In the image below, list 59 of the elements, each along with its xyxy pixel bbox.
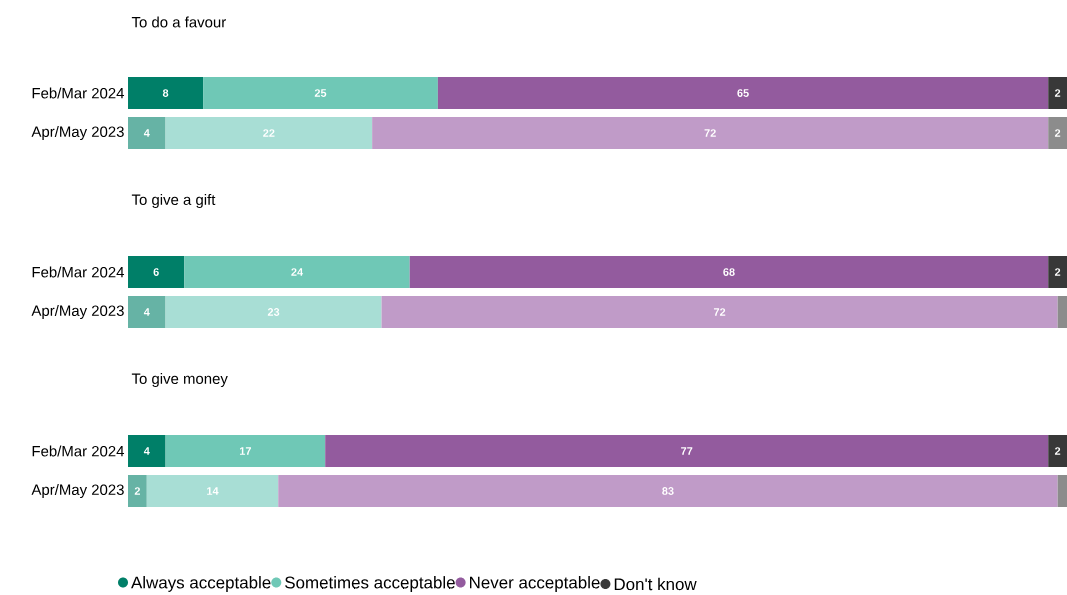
data-label: 2 — [1054, 89, 1061, 97]
data-label: 14 — [207, 487, 219, 495]
legend-label: Always acceptable — [131, 576, 271, 592]
bar — [165, 296, 382, 328]
data-label: 2 — [1054, 129, 1061, 137]
legend-label: Never acceptable — [470, 576, 600, 592]
bar — [1048, 117, 1067, 149]
bar — [165, 117, 373, 149]
y-tick-label: Apr/May 2023 — [31, 484, 124, 498]
bar — [128, 296, 166, 328]
bar — [128, 117, 166, 149]
data-label: 2 — [1054, 268, 1061, 276]
bar — [1057, 296, 1067, 328]
bar — [1048, 77, 1067, 109]
bar — [1048, 435, 1067, 467]
data-label: 2 — [134, 487, 141, 495]
y-tick-label: Feb/Mar 2024 — [32, 445, 125, 457]
chart-title: To do a favour — [131, 16, 226, 28]
data-label: 24 — [291, 268, 304, 276]
data-label: 2 — [1054, 447, 1061, 455]
bar — [128, 435, 166, 467]
y-tick-label: Feb/Mar 2024 — [32, 87, 125, 99]
bar — [381, 296, 1058, 328]
data-label: 72 — [704, 129, 716, 137]
bar — [325, 435, 1049, 467]
bar — [1057, 475, 1067, 507]
bar — [372, 117, 1049, 149]
chart-title: To give money — [131, 373, 228, 387]
data-label: 65 — [737, 89, 749, 97]
data-label: 8 — [162, 89, 169, 97]
bar — [203, 77, 438, 109]
legend-label: Don't know — [614, 577, 697, 591]
y-tick-label: Feb/Mar 2024 — [32, 266, 125, 278]
bar — [437, 77, 1049, 109]
bar — [146, 475, 279, 507]
data-label: 23 — [267, 308, 280, 316]
bar — [184, 256, 410, 288]
chart-title: To give a gift — [131, 194, 216, 208]
bar — [128, 77, 204, 109]
bar — [278, 475, 1058, 507]
data-label: 68 — [723, 268, 735, 276]
data-label: 4 — [143, 129, 150, 137]
legend-label: Sometimes acceptable — [285, 576, 455, 592]
data-label: 77 — [681, 447, 693, 455]
y-tick-label: Apr/May 2023 — [31, 305, 124, 319]
bar — [165, 435, 326, 467]
data-label: 4 — [143, 308, 150, 316]
data-label: 4 — [143, 447, 150, 455]
data-label: 22 — [263, 129, 275, 137]
bar — [409, 256, 1049, 288]
data-label: 17 — [239, 447, 251, 455]
y-tick-label: Apr/May 2023 — [31, 126, 124, 140]
data-label: 25 — [314, 89, 327, 97]
data-label: 72 — [713, 308, 726, 316]
bar — [128, 256, 185, 288]
bar — [1048, 256, 1067, 288]
data-label: 6 — [153, 268, 159, 276]
bar — [128, 475, 147, 507]
data-label: 83 — [662, 487, 674, 495]
